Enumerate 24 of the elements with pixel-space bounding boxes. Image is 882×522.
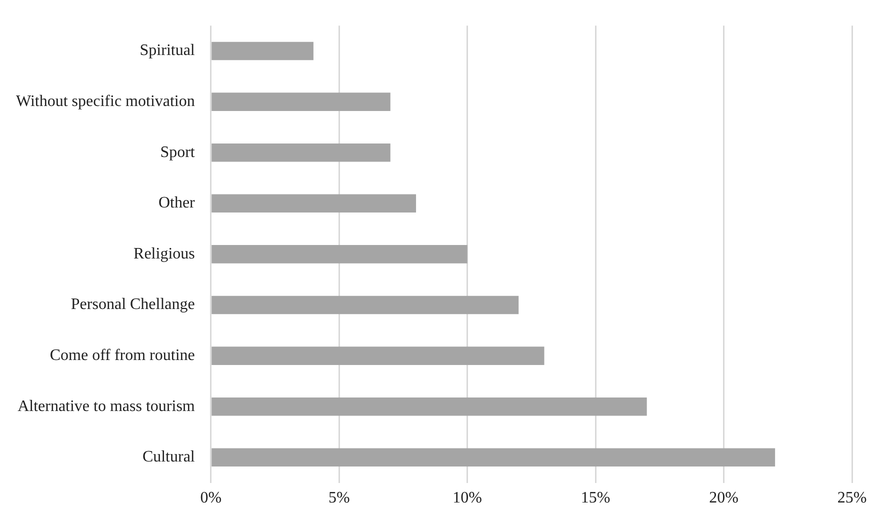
bar [212,42,314,60]
bar [212,448,776,467]
bar [212,296,519,314]
x-tick-label: 5% [328,490,350,507]
x-tick-label: 10% [452,490,482,507]
y-tick-label: Other [158,194,196,212]
bar [212,143,390,162]
y-tick-label: Spiritual [140,42,196,60]
x-tick-label: 15% [580,490,610,507]
y-tick-label: Without specific motivation [16,93,195,110]
y-tick-label: Sport [160,144,196,161]
x-tick-label: 25% [837,490,867,507]
bar [212,194,416,213]
y-tick-label: Religious [134,245,195,262]
x-tick-label: 20% [709,490,738,507]
x-tick-label: 0% [200,490,222,507]
bar [212,397,647,416]
y-tick-label: Cultural [142,448,196,466]
bar [212,245,468,264]
y-tick-label: Alternative to mass tourism [18,398,196,415]
y-tick-label: Personal Chellange [70,296,195,314]
bar [212,346,544,365]
bar [212,92,390,111]
y-tick-label: Come off from routine [50,347,195,364]
